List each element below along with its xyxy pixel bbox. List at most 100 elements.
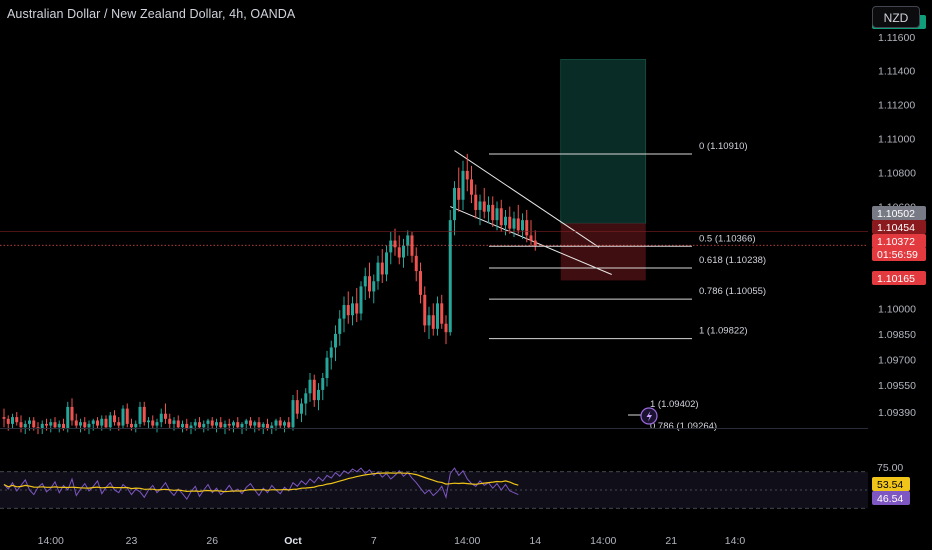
- candle-body: [457, 187, 461, 200]
- price-label-last[interactable]: 1.10372: [872, 234, 926, 248]
- candle: [74, 413, 78, 429]
- candle-body: [525, 220, 529, 236]
- candle-body: [244, 420, 248, 424]
- fib-old-label: 0.786 (1.09264): [650, 421, 717, 432]
- price-label-text: 1.10372: [877, 236, 915, 248]
- candle-body: [117, 422, 121, 426]
- candle: [287, 417, 291, 429]
- price-label-countdown[interactable]: 01:56:59: [872, 247, 926, 261]
- candle: [104, 415, 108, 429]
- candle: [300, 398, 303, 423]
- candle-body: [427, 315, 431, 326]
- rsi-label-bg: [872, 491, 910, 505]
- candle: [304, 388, 308, 416]
- candle: [70, 398, 74, 426]
- candle: [444, 315, 448, 345]
- candle-body: [138, 406, 142, 424]
- time-tick: 26: [206, 535, 218, 547]
- candle-body: [261, 423, 265, 428]
- long-position-zone[interactable]: [560, 59, 647, 281]
- alert-marker[interactable]: [640, 407, 658, 425]
- fib-retracement[interactable]: 0 (1.10910) 0.5 (1.10366) 0.618 (1.10238) 0…: [489, 141, 766, 432]
- candle: [414, 247, 418, 282]
- rsi-label-ma[interactable]: 53.54: [872, 477, 910, 491]
- candle-body: [504, 216, 507, 226]
- price-label-text: 1.10454: [877, 222, 915, 234]
- candle-body: [15, 417, 19, 423]
- candle-body: [355, 303, 359, 314]
- candle: [219, 417, 223, 429]
- time-tick: 14:00: [38, 535, 64, 547]
- rsi-ma-line: [3, 472, 519, 493]
- price-label-bg: [872, 206, 926, 220]
- candle-body: [295, 400, 299, 414]
- candle-body: [232, 422, 235, 426]
- price-label-stop[interactable]: 1.10165: [872, 271, 926, 285]
- candle: [457, 167, 461, 212]
- candle-body: [495, 208, 499, 221]
- candle-body: [474, 194, 478, 210]
- candle-body: [351, 303, 354, 316]
- price-tick: 1.09700: [878, 354, 916, 366]
- candle-body: [202, 423, 206, 428]
- target-zone[interactable]: [560, 59, 647, 224]
- time-tick: 23: [126, 535, 138, 547]
- candle: [215, 418, 218, 433]
- candle-body: [321, 378, 325, 390]
- price-label-entry[interactable]: 1.10502: [872, 206, 926, 220]
- candle: [453, 181, 456, 236]
- candle-body: [147, 420, 150, 423]
- candle: [210, 417, 214, 429]
- price-tick: 1.09850: [878, 329, 916, 341]
- candle-body: [210, 420, 214, 426]
- candle-body: [516, 218, 520, 231]
- candle: [164, 403, 167, 424]
- rsi-band: [0, 471, 868, 509]
- candle: [249, 417, 252, 429]
- candle: [431, 303, 435, 336]
- candle-body: [478, 201, 482, 210]
- lightning-icon: [646, 411, 652, 422]
- candle: [342, 296, 346, 333]
- candle-body: [28, 420, 31, 424]
- fib-level-label: 1 (1.09822): [699, 326, 748, 337]
- candle: [329, 340, 333, 370]
- rsi-label-text: 46.54: [877, 493, 903, 505]
- candle-body: [325, 357, 329, 379]
- candle: [393, 228, 397, 256]
- candle-body: [198, 422, 201, 428]
- time-axis[interactable]: 14:00 23 26 Oct 7 14:00 14 14:00 21 14:0: [0, 528, 932, 550]
- candle-body: [308, 379, 312, 394]
- candle-body: [240, 423, 244, 428]
- candle-body: [168, 418, 172, 424]
- candle-body: [164, 413, 167, 419]
- candle-body: [287, 422, 291, 428]
- currency-button[interactable]: NZD: [872, 6, 920, 28]
- candle-body: [100, 418, 104, 426]
- candle-body: [236, 422, 240, 428]
- candle-body: [346, 305, 350, 316]
- stop-zone[interactable]: [560, 223, 646, 281]
- candle: [363, 267, 367, 300]
- fib-level-label: 0.5 (1.10366): [699, 233, 756, 244]
- candle-body: [134, 423, 138, 428]
- candle-body: [104, 418, 108, 428]
- candle: [11, 413, 14, 429]
- candle-body: [419, 271, 422, 295]
- rsi-label-rsi[interactable]: 46.54: [872, 491, 910, 505]
- candle-body: [389, 240, 393, 253]
- candle: [19, 415, 23, 433]
- price-axis[interactable]: 1.116001.114001.112001.110001.108001.106…: [868, 0, 932, 550]
- candle-body: [172, 420, 176, 424]
- candle-body: [402, 245, 405, 258]
- candle: [427, 306, 431, 339]
- candle: [525, 209, 529, 243]
- candle-body: [185, 423, 189, 429]
- price-label-level[interactable]: 1.10454: [872, 220, 926, 234]
- candle-body: [79, 422, 82, 426]
- candle-body: [249, 420, 252, 426]
- price-tick: 1.11200: [878, 100, 915, 112]
- candle-body: [2, 417, 6, 419]
- candle: [308, 372, 312, 402]
